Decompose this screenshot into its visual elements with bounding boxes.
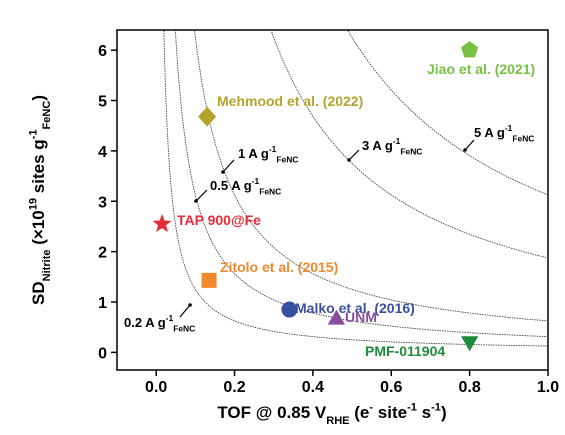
point-label: Zitolo et al. (2015) (220, 259, 338, 275)
point (198, 106, 217, 127)
curve-label: 0.5 A g-1FeNC (210, 176, 281, 196)
iso-curve (270, 30, 548, 259)
y-tick-label: 2 (98, 245, 107, 262)
x-axis-label-part: TOF @ 0.85 V (217, 403, 327, 422)
x-axis-label-part: site (373, 403, 407, 422)
y-axis-label-part: FeNC (41, 101, 53, 130)
y-axis-label-part: ) (29, 95, 48, 101)
curve-label-part: -1 (269, 144, 277, 154)
x-tick-label: 0.4 (302, 379, 324, 396)
y-axis-label-part: Nitrite (41, 249, 53, 281)
point-label: PMF-011904 (365, 343, 445, 359)
point (460, 336, 479, 352)
x-axis-label: TOF @ 0.85 VRHE (e- site-1 s-1) (217, 401, 446, 427)
y-tick-label: 5 (98, 94, 107, 111)
y-axis-label: SDNitrite (×1019 sites g-1FeNC) (27, 95, 53, 305)
curve-label-part: 1 A g (238, 146, 269, 161)
y-tick-label: 6 (98, 43, 107, 60)
curve-label-part: -1 (505, 123, 513, 133)
x-axis-label-part: - (369, 401, 373, 413)
y-tick-label: 4 (98, 144, 107, 161)
iso-curve (194, 30, 548, 322)
x-tick-label: 0.8 (459, 379, 481, 396)
y-axis-label-part: sites g (29, 139, 48, 198)
curve-label-part: FeNC (400, 147, 422, 157)
curve-label-part: FeNC (173, 324, 195, 334)
y-tick-label: 0 (98, 345, 107, 362)
point (152, 213, 172, 233)
y-axis-label-part: 19 (27, 198, 39, 210)
curve-label: 5 A g-1FeNC (474, 123, 534, 143)
curve-arrow (179, 304, 191, 318)
curve-label-part: 0.5 A g (210, 178, 252, 193)
x-tick-label: 0.2 (223, 379, 245, 396)
curve-label-part: -1 (252, 176, 260, 186)
curve-label-part: 0.2 A g (124, 315, 166, 330)
curve-label-part: FeNC (512, 134, 534, 144)
y-axis-label-part: -1 (27, 130, 39, 140)
x-axis-label-part: -1 (407, 401, 417, 413)
x-axis-label-part: ) (441, 403, 447, 422)
x-axis-label-part: s (417, 403, 431, 422)
curve-label-part: FeNC (276, 155, 298, 165)
curve-label-part: -1 (166, 313, 174, 323)
curve-arrow (222, 159, 235, 173)
y-axis-label-part: SD (29, 281, 48, 305)
curve-label: 3 A g-1FeNC (362, 136, 422, 156)
curves (163, 30, 548, 347)
point (281, 301, 298, 318)
x-tick-label: 0.0 (145, 379, 167, 396)
curve-label-part: FeNC (259, 187, 281, 197)
curve-label: 1 A g-1FeNC (238, 144, 298, 164)
curve-arrow-head (463, 148, 467, 152)
y-axis-label-part: (×10 (29, 210, 48, 249)
y-tick-label: 3 (98, 194, 107, 211)
iso-curve (163, 30, 548, 347)
plot-frame (116, 29, 549, 371)
point-label: TAP 900@Fe (177, 212, 261, 228)
x-axis-label-part: (e (350, 403, 370, 422)
point-label: Malko et al. (2016) (295, 300, 415, 316)
curve-arrow-head (347, 158, 351, 162)
curve-arrow (195, 189, 208, 202)
curve-arrow (348, 149, 360, 161)
curve-arrow-head (221, 170, 225, 174)
iso-curve (174, 30, 548, 338)
point-label: Jiao et al. (2021) (427, 61, 535, 77)
curve-label-part: 5 A g (474, 125, 505, 140)
y-tick-label: 1 (98, 295, 107, 312)
curve-label-part: 3 A g (362, 138, 393, 153)
curve-label-part: -1 (393, 136, 401, 146)
curve-arrow-head (188, 303, 192, 307)
x-tick-label: 0.6 (380, 379, 402, 396)
x-axis-label-part: RHE (326, 415, 349, 427)
point (461, 41, 479, 58)
x-tick-label: 1.0 (537, 379, 559, 396)
point (201, 272, 217, 288)
point (327, 309, 346, 325)
point-label: Mehmood et al. (2022) (217, 93, 363, 109)
curve-arrow-head (194, 199, 198, 203)
curve-label: 0.2 A g-1FeNC (124, 313, 195, 333)
point-label: UNM (345, 309, 377, 325)
curve-arrow (464, 139, 475, 151)
x-axis-label-part: -1 (431, 401, 441, 413)
